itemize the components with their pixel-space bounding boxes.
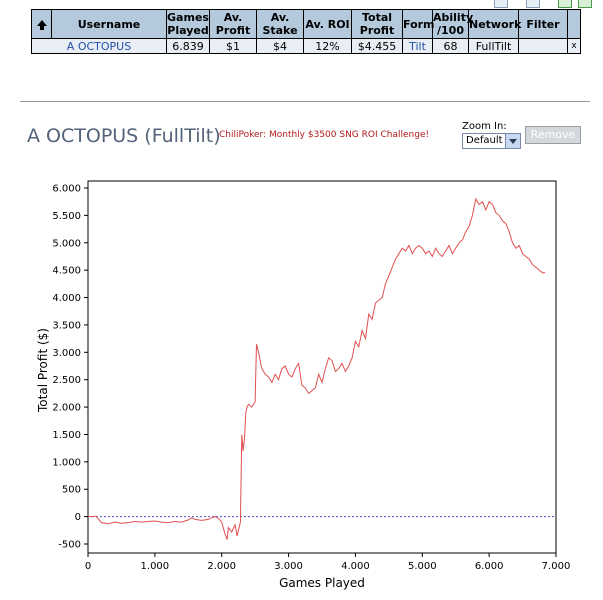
cell-ability: 68 [432, 38, 469, 54]
header-games-played[interactable]: Games Played [166, 9, 210, 39]
header-av-stake-label-2: Stake [262, 24, 298, 37]
refresh-icon[interactable] [558, 0, 572, 8]
cell-network: FullTilt [468, 38, 519, 54]
cell-av-roi: 12% [303, 38, 352, 54]
x-tick-label: 3.000 [274, 561, 303, 572]
x-axis-title: Games Played [279, 576, 365, 590]
sort-up-icon[interactable] [36, 19, 47, 30]
header-av-stake-label-1: Av. [270, 11, 290, 24]
header-total-profit-label-1: Total [361, 11, 393, 24]
chart-ticks: 0 1.000 2.000 3.000 4.000 5.000 6.000 7.000 -500… [52, 184, 570, 573]
y-tick-label: 4.000 [52, 293, 81, 304]
header-total-profit-label-2: Profit [359, 24, 395, 37]
cell-total-profit: $4.455 [351, 38, 403, 54]
series-line [88, 197, 546, 540]
y-tick-label: 1.000 [52, 457, 81, 468]
sort-column[interactable] [31, 9, 52, 39]
header-av-profit-label-2: Profit [215, 24, 251, 37]
y-tick-label: 500 [62, 485, 81, 496]
cell-username[interactable]: A OCTOPUS [31, 38, 167, 54]
header-filter: Filter [518, 9, 568, 39]
zoom-selected-value: Default [466, 135, 503, 146]
y-tick-label: -500 [58, 540, 81, 551]
cell-form[interactable]: Tilt [402, 38, 433, 54]
header-username[interactable]: Username [51, 9, 167, 39]
toolbar-icons [490, 0, 603, 8]
y-tick-label: 2.000 [52, 403, 81, 414]
y-tick-label: 6.000 [52, 184, 81, 195]
remove-row-icon[interactable]: x [567, 38, 581, 54]
x-tick-label: 2.000 [207, 561, 236, 572]
y-axis-title: Total Profit ($) [36, 328, 50, 413]
x-tick-label: 0 [85, 561, 91, 572]
player-title: A OCTOPUS (FullTilt) [27, 125, 221, 147]
chevron-down-icon[interactable] [505, 134, 520, 148]
table-header-row: Username Games Played Av. Profit Av. Stake … [31, 9, 581, 39]
challenge-link[interactable]: ChiliPoker: Monthly $3500 SNG ROI Challe… [219, 130, 430, 140]
y-tick-label: 3.500 [52, 320, 81, 331]
cell-av-profit: $1 [209, 38, 257, 54]
header-blank [567, 9, 581, 39]
zoom-select[interactable]: Default [462, 133, 521, 149]
cell-av-stake: $4 [256, 38, 304, 54]
header-games-label-1: Games [167, 11, 209, 24]
cell-games-played: 6.839 [166, 38, 210, 54]
y-tick-label: 0 [75, 512, 81, 523]
x-tick-label: 6.000 [475, 561, 504, 572]
y-tick-label: 4.500 [52, 266, 81, 277]
table-row: A OCTOPUS 6.839 $1 $4 12% $4.455 Tilt 68… [31, 38, 581, 54]
export-icon[interactable] [494, 0, 508, 8]
y-tick-label: 1.500 [52, 430, 81, 441]
player-name: A OCTOPUS [27, 125, 139, 147]
header-ability-label-2: /100 [437, 24, 464, 37]
y-tick-label: 5.500 [52, 211, 81, 222]
player-stats-table: Username Games Played Av. Profit Av. Stake … [31, 9, 581, 54]
y-tick-label: 3.000 [52, 348, 81, 359]
remove-button[interactable]: Remove [525, 126, 581, 144]
zoom-label: Zoom In: [462, 121, 507, 132]
header-av-roi[interactable]: Av. ROI [303, 9, 352, 39]
x-tick-label: 4.000 [341, 561, 370, 572]
y-tick-label: 5.000 [52, 238, 81, 249]
header-ability-label-1: Ability [433, 11, 474, 24]
x-tick-label: 1.000 [141, 561, 170, 572]
header-form[interactable]: Form [402, 9, 435, 39]
x-tick-label: 7.000 [542, 561, 571, 572]
plot-frame [87, 180, 557, 554]
y-tick-label: 2.500 [52, 375, 81, 386]
player-network: FullTilt [151, 125, 214, 147]
section-divider [20, 101, 590, 102]
header-av-profit-label-1: Av. [223, 11, 243, 24]
header-games-label-2: Played [167, 24, 209, 37]
header-total-profit[interactable]: Total Profit [351, 9, 403, 39]
print-icon[interactable] [526, 0, 540, 8]
header-av-profit[interactable]: Av. Profit [209, 9, 257, 39]
share-icon[interactable] [578, 0, 592, 8]
x-tick-label: 5.000 [408, 561, 437, 572]
